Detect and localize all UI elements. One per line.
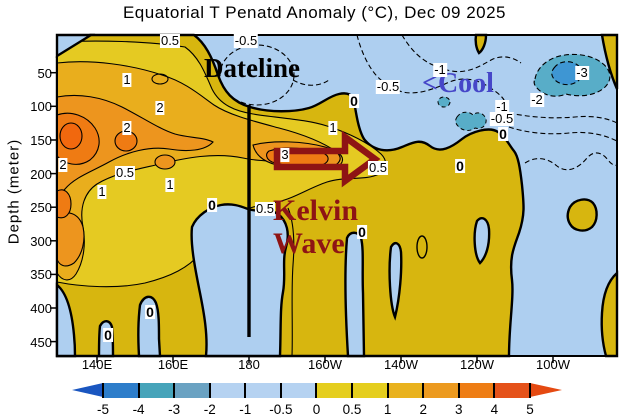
y-tick-label: 350 — [30, 267, 52, 283]
colorbar-tick-label: 3 — [455, 402, 463, 417]
colorbar-tick-label: -0.5 — [269, 402, 293, 417]
colorbar-tick — [386, 383, 389, 398]
x-tick-label: 100W — [536, 357, 570, 372]
y-tick-label: 300 — [30, 233, 52, 249]
contour-label: 1 — [165, 177, 175, 192]
colorbar-tick-label: 0.5 — [342, 402, 362, 417]
contour-label: 0.5 — [254, 201, 276, 216]
contour-label: 0.5 — [367, 160, 389, 175]
colorbar-segment — [138, 383, 175, 398]
contour-label: 0 — [103, 327, 113, 343]
axis-ticks — [50, 71, 554, 363]
colorbar-tick — [422, 383, 425, 398]
colorbar-tick-label: -1 — [239, 402, 252, 417]
colorbar-body — [103, 383, 530, 398]
contour-label: 0 — [455, 158, 465, 174]
colorbar-tick — [528, 383, 531, 398]
colorbar-tick-label: 0 — [312, 402, 321, 417]
colorbar-segment — [423, 383, 459, 398]
colorbar-tick — [279, 383, 282, 398]
contour-label: 2 — [155, 100, 165, 115]
colorbar: -5 -4 -3 -2 -1 -0.5 0 0.5 1 2 3 4 5 — [0, 383, 629, 420]
y-tick-label: 450 — [30, 334, 52, 350]
contour-label: 1 — [97, 184, 107, 199]
contour-label: 0 — [357, 224, 367, 240]
contour-label: 1 — [328, 120, 338, 135]
kelvin-wave-annotation-line1: Kelvin — [273, 194, 359, 227]
colorbar-tick — [208, 383, 211, 398]
contour-plot — [50, 33, 619, 363]
colorbar-tick — [457, 383, 460, 398]
y-tick-label: 150 — [30, 133, 52, 148]
colorbar-segment — [387, 383, 424, 398]
colorbar-segment — [352, 383, 388, 398]
x-tick-label: 180 — [238, 357, 260, 372]
colorbar-tick-label: -3 — [168, 402, 181, 417]
colorbar-tick — [137, 383, 140, 398]
x-tick-label: 140E — [81, 357, 113, 372]
x-tick-label: 140W — [384, 357, 418, 372]
colorbar-segment — [458, 383, 495, 398]
y-tick-label: 250 — [30, 200, 52, 216]
colorbar-tick-label: 2 — [419, 402, 427, 417]
contour-label: 0 — [498, 126, 508, 142]
warm-anomaly-region — [55, 33, 525, 358]
contour-label: -0.5 — [233, 33, 259, 48]
colorbar-tick — [244, 383, 247, 398]
contour-label: -2 — [530, 92, 544, 107]
y-tick-label: 50 — [37, 65, 52, 81]
contour-label: 0.5 — [114, 165, 136, 180]
colorbar-segment — [494, 383, 530, 398]
colorbar-tick — [173, 383, 176, 398]
colorbar-segment — [280, 383, 317, 398]
chart-title: Equatorial T Penatd Anomaly (°C), Dec 09… — [122, 3, 507, 22]
contour-label: -3 — [575, 65, 589, 80]
contour-label: 0 — [207, 197, 217, 213]
x-tick-label: 160W — [308, 357, 342, 372]
colorbar-left-arrow-icon — [72, 383, 103, 397]
contour-label: 2 — [58, 157, 68, 172]
kelvin-wave-annotation: Kelvin Wave — [273, 194, 358, 260]
contour-label: 0 — [349, 93, 359, 109]
colorbar-tick — [102, 383, 104, 398]
colorbar-segment — [209, 383, 246, 398]
colorbar-segment — [316, 383, 353, 398]
colorbar-segment — [174, 383, 210, 398]
y-tick-label: 100 — [30, 99, 52, 115]
kelvin-wave-arrow-icon — [273, 130, 381, 188]
contour-label: -1 — [433, 62, 447, 77]
colorbar-tick — [493, 383, 496, 398]
contour-label: 3 — [280, 147, 290, 162]
colorbar-tick — [315, 383, 318, 398]
colorbar-tick-label: -5 — [96, 402, 109, 417]
y-tick-label: 200 — [30, 166, 52, 182]
colorbar-tick-label: -4 — [132, 402, 145, 417]
colorbar-tick-label: -2 — [203, 402, 216, 417]
y-tick-label: 400 — [30, 301, 52, 316]
contour-label: -1 — [495, 99, 509, 114]
contour-label: -0.5 — [375, 79, 401, 94]
colorbar-right-arrow-icon — [530, 383, 562, 397]
contour-label: -0.5 — [489, 111, 515, 126]
contour-label: 2 — [122, 120, 132, 135]
colorbar-tick-label: 1 — [383, 402, 392, 417]
dateline-annotation: Dateline — [204, 53, 300, 83]
plot-frame — [56, 34, 618, 357]
colorbar-tick — [351, 383, 354, 398]
contour-label: 0 — [145, 304, 155, 320]
contour-label: 1 — [122, 72, 132, 87]
contour-label: 0.5 — [159, 33, 181, 48]
colorbar-segment — [245, 383, 281, 398]
kelvin-wave-annotation-line2: Wave — [273, 227, 345, 260]
colorbar-tick-label: 4 — [490, 402, 499, 417]
colorbar-segment — [103, 383, 139, 398]
cool-anomaly-region — [437, 53, 611, 131]
colorbar-tick-label: 5 — [526, 402, 534, 417]
x-tick-label: 160E — [157, 357, 189, 372]
x-tick-label: 120W — [460, 357, 494, 372]
